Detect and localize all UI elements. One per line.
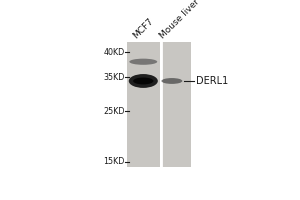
- Ellipse shape: [129, 59, 157, 65]
- Text: 40KD: 40KD: [103, 48, 125, 57]
- Text: 35KD: 35KD: [103, 73, 125, 82]
- Text: Mouse liver: Mouse liver: [158, 0, 201, 40]
- Bar: [162, 42, 191, 167]
- Text: DERL1: DERL1: [196, 76, 228, 86]
- Ellipse shape: [133, 78, 154, 84]
- Bar: [127, 42, 160, 167]
- Text: MCF7: MCF7: [131, 16, 155, 40]
- Ellipse shape: [161, 78, 182, 84]
- Text: 15KD: 15KD: [103, 157, 125, 166]
- Text: 25KD: 25KD: [103, 107, 125, 116]
- Ellipse shape: [129, 74, 158, 88]
